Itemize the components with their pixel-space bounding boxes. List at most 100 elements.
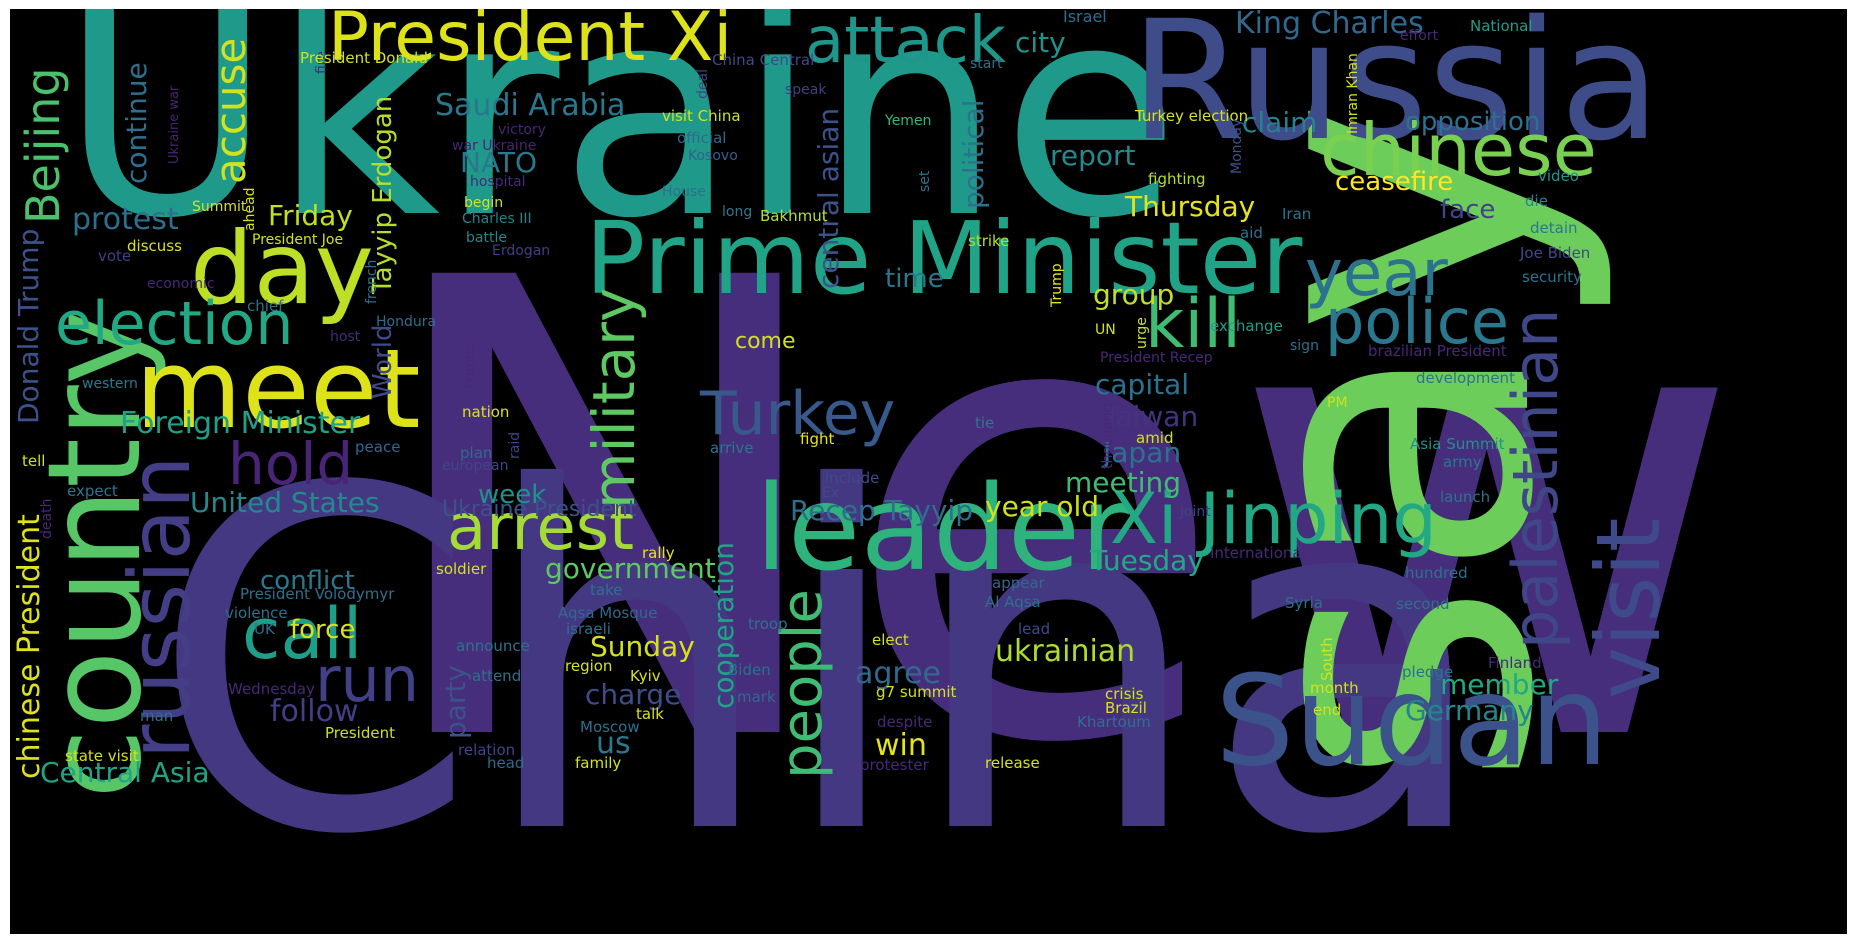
word-president-joe: President Joe xyxy=(252,232,344,248)
word-army: army xyxy=(1443,453,1482,471)
word-year-old: year old xyxy=(985,490,1100,523)
word-crisis: crisis xyxy=(1105,685,1144,703)
word-al-aqsa: Al Aqsa xyxy=(985,593,1041,611)
word-ukrainian: ukrainian xyxy=(995,634,1136,669)
word-cooperation: cooperation xyxy=(707,542,740,709)
word-nation: nation xyxy=(462,403,510,421)
word-release: release xyxy=(985,754,1040,772)
word-agree: agree xyxy=(855,656,942,691)
word-election: election xyxy=(55,289,294,359)
word-president-recep: President Recep xyxy=(1100,350,1213,366)
word-china-central: China Central xyxy=(712,51,815,69)
word-g7-summit: g7 summit xyxy=(876,683,957,701)
word-detain: detain xyxy=(1530,219,1578,237)
word-face: face xyxy=(1440,195,1496,225)
word-charge: charge xyxy=(585,678,682,711)
word-nato: NATO xyxy=(460,146,538,179)
word-bakhmut: Bakhmut xyxy=(760,207,828,225)
word-rally: rally xyxy=(642,544,675,562)
word-friday: Friday xyxy=(268,199,353,232)
word-protester: protester xyxy=(860,756,929,774)
word-week: week xyxy=(478,480,547,510)
word-attack: attack xyxy=(805,9,1006,78)
word-china: China xyxy=(150,390,1493,934)
word-trump: Trump xyxy=(1049,263,1065,307)
word-ukraine-president: Ukraine President xyxy=(442,497,637,522)
word-new: New xyxy=(370,147,1745,881)
word-launch: launch xyxy=(1440,488,1491,506)
word-khartoum: Khartoum xyxy=(1077,713,1151,731)
word-tie: tie xyxy=(975,414,995,432)
word-president-xi: President Xi xyxy=(328,9,733,77)
word-pm: PM xyxy=(1327,395,1348,411)
word-despite: despite xyxy=(877,713,933,731)
word-death: death xyxy=(39,498,55,539)
word-prime-minister: Prime Minister xyxy=(585,200,1303,317)
word-charles-iii: Charles III xyxy=(462,211,532,227)
word-france: France xyxy=(462,342,478,389)
word-official: official xyxy=(677,129,727,147)
word-summit: Summit xyxy=(192,199,247,215)
word-fighting: fighting xyxy=(1148,170,1206,188)
word-xi-jinping: Xi Jinping xyxy=(1110,478,1437,560)
word-call: call xyxy=(242,593,363,675)
word-urge: urge xyxy=(1134,317,1150,349)
word-effort: effort xyxy=(1400,28,1439,44)
word-run: run xyxy=(315,643,420,716)
word-protest: protest xyxy=(72,202,179,237)
word-thursday: Thursday xyxy=(1125,190,1256,223)
word-state-visit: state visit xyxy=(65,747,139,765)
word-yemen: Yemen xyxy=(885,113,932,129)
word-political: political xyxy=(957,99,990,209)
word-sign: sign xyxy=(1290,338,1319,354)
word-monday: Monday xyxy=(1229,118,1245,174)
word-ex: Ex xyxy=(822,485,840,501)
word-region: region xyxy=(565,657,613,675)
word-ukraine-war: Ukraine war xyxy=(167,85,182,164)
word-start: start xyxy=(970,56,1003,72)
word-announce: announce xyxy=(456,637,530,655)
word-elect: elect xyxy=(872,631,909,649)
word-violence: violence xyxy=(225,604,288,622)
word-tell: tell xyxy=(22,452,46,470)
word-victory: victory xyxy=(498,122,546,138)
word-take: take xyxy=(590,581,623,599)
word-kill: kill xyxy=(1145,285,1242,364)
word-military: military xyxy=(580,287,648,509)
word-joe-biden: Joe Biden xyxy=(1520,244,1591,262)
word-president-volodymyr: President Volodymyr xyxy=(240,585,395,603)
word-ceasefire: ceasefire xyxy=(1335,167,1454,197)
word-un: UN xyxy=(1095,322,1116,338)
word-kosovo: Kosovo xyxy=(688,148,738,164)
word-kyiv: Kyiv xyxy=(630,667,661,685)
word-amid: amid xyxy=(1136,429,1174,447)
word-cloud: New China Ukraine say Russia Prime Minister le… xyxy=(10,9,1847,934)
word-host: host xyxy=(330,329,361,345)
word-battle: battle xyxy=(466,230,507,246)
word-meet: meet xyxy=(135,325,421,453)
word-second: second xyxy=(1396,595,1450,613)
word-joint: joint xyxy=(1180,504,1211,520)
word-peace: peace xyxy=(355,438,401,456)
word-brazilian-president: brazilian President xyxy=(1368,342,1507,360)
word-turkey-election: Turkey election xyxy=(1135,107,1249,125)
word-ukraine: Ukraine xyxy=(60,9,1180,282)
word-wednesday: Wednesday xyxy=(228,680,315,698)
word-vote: vote xyxy=(98,247,132,265)
word-beijing: Beijing xyxy=(16,67,70,224)
word-year: year xyxy=(1305,237,1448,311)
word-sudan: Sudan xyxy=(1215,649,1609,794)
word-palestinian: palestinian xyxy=(1499,308,1572,649)
word-relation: relation xyxy=(458,741,516,759)
word-hospital: hospital xyxy=(470,174,526,190)
word-opposition: opposition xyxy=(1405,107,1541,137)
word-exchange: exchange xyxy=(1210,317,1283,335)
word-government: government xyxy=(545,552,716,585)
word-president: President xyxy=(325,724,395,742)
word-development: development xyxy=(1416,369,1515,387)
word-come: come xyxy=(735,329,796,354)
word-group: group xyxy=(1093,278,1175,311)
word-imran-khan: Imran Khan xyxy=(1345,53,1361,134)
word-plan: plan xyxy=(460,444,493,462)
word-syria: Syria xyxy=(1285,594,1323,612)
